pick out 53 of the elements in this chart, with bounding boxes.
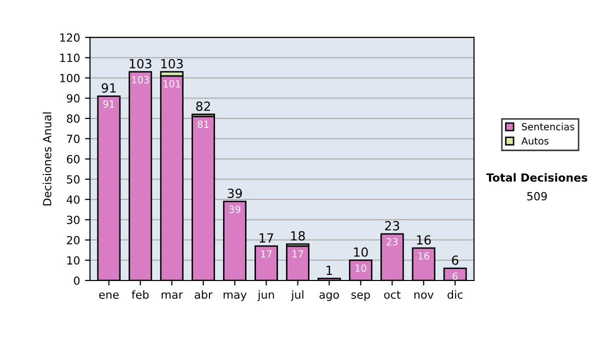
- legend-label: Autos: [521, 137, 549, 145]
- total-label: 10: [354, 247, 368, 257]
- x-tick-label: abr: [194, 290, 213, 299]
- x-tick-label: ene: [99, 292, 119, 299]
- y-tick-label: 20: [66, 236, 80, 244]
- total-label: 17: [260, 233, 274, 242]
- x-tick-label: oct: [384, 290, 401, 299]
- total-label: 1: [326, 266, 332, 275]
- text: 509: [527, 192, 547, 200]
- x-tick-label: mar: [162, 292, 183, 299]
- total-label: 103: [161, 58, 183, 68]
- total-label: 39: [228, 188, 242, 198]
- x-tick-label: sep: [351, 292, 370, 301]
- data-label: 17: [292, 250, 304, 258]
- y-tick-label: 90: [66, 94, 80, 103]
- text: Total Decisiones: [486, 173, 588, 182]
- y-tick-label: 110: [60, 54, 80, 62]
- x-tick-label: dic: [448, 290, 463, 299]
- y-tick-label: 80: [66, 114, 80, 123]
- data-label: 23: [386, 238, 398, 246]
- x-tick-label: ago: [320, 292, 339, 301]
- data-label: 101: [164, 80, 180, 88]
- y-tick-label: 70: [67, 134, 80, 144]
- total-label: 16: [417, 235, 431, 245]
- y-tick-label: 100: [60, 74, 80, 82]
- total-label: 103: [130, 58, 152, 68]
- data-label: 91: [103, 100, 114, 108]
- y-tick-label: 40: [66, 195, 80, 204]
- x-tick-label: jun: [257, 290, 274, 301]
- total-label: 91: [102, 83, 116, 93]
- data-label: 16: [418, 252, 430, 260]
- data-label: 81: [198, 120, 209, 128]
- data-label: 39: [229, 206, 240, 214]
- total-label: 6: [452, 255, 458, 265]
- x-tick-label: jul: [290, 290, 304, 301]
- data-label: 103: [132, 76, 149, 84]
- y-tick-label: 50: [66, 175, 80, 184]
- y-axis-title: Decisiones Anual: [42, 112, 52, 206]
- total-label: 23: [385, 221, 400, 230]
- data-label: 17: [261, 250, 272, 258]
- x-tick-label: feb: [132, 290, 149, 299]
- y-tick-label: 0: [74, 276, 80, 285]
- data-label: 6: [452, 272, 458, 280]
- x-tick-label: nov: [414, 292, 434, 299]
- data-label: 10: [356, 264, 366, 272]
- legend-label: Sentencias: [522, 122, 574, 130]
- y-tick-label: 120: [60, 33, 80, 42]
- y-tick-label: 30: [66, 216, 80, 224]
- total-label: 18: [291, 231, 305, 241]
- y-tick-label: 60: [66, 154, 80, 164]
- x-tick-label: may: [224, 292, 247, 301]
- total-label: 82: [196, 101, 210, 111]
- y-tick-label: 10: [67, 256, 80, 265]
